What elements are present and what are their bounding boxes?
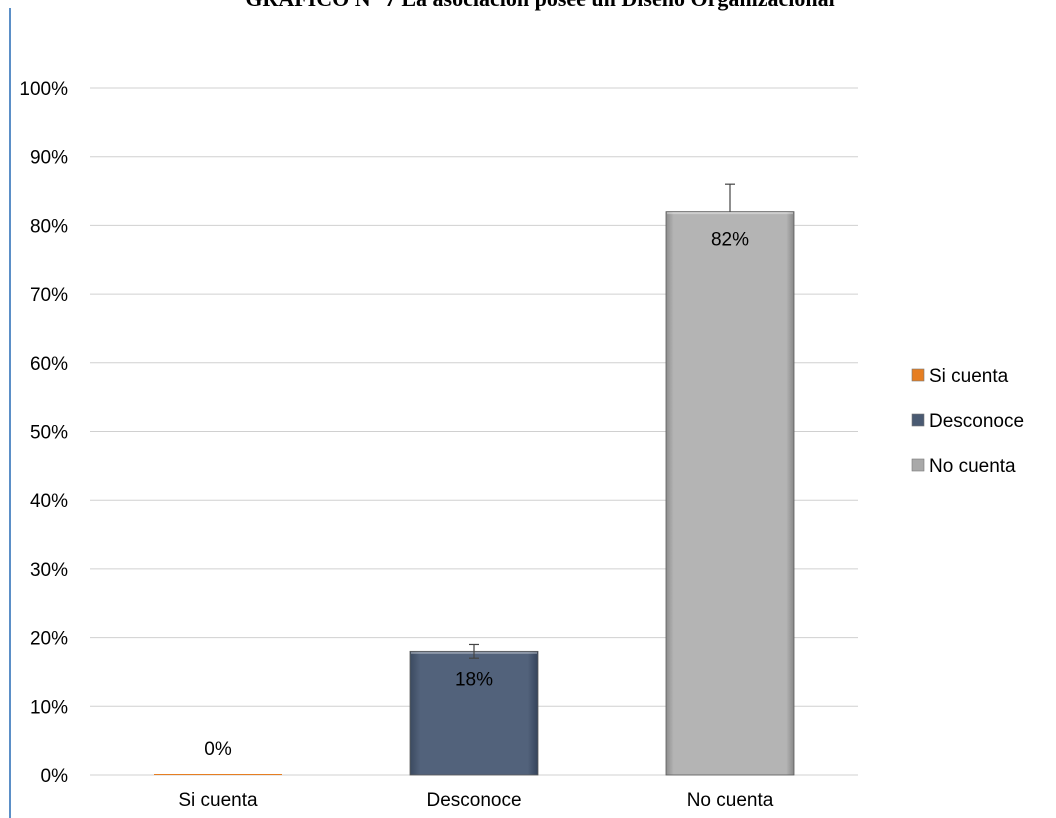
data-label: 82% xyxy=(711,230,749,251)
y-tick-label: 60% xyxy=(30,354,68,375)
y-tick-label: 10% xyxy=(30,697,68,718)
y-tick-label: 90% xyxy=(30,148,68,169)
data-label: 18% xyxy=(455,669,493,690)
legend: Si cuenta Desconoce No cuenta xyxy=(911,366,1024,477)
legend-swatch xyxy=(911,368,925,382)
chart-title: GRÁFICO N° 7 La asociación posee un Dise… xyxy=(245,0,834,11)
legend-label: No cuenta xyxy=(929,456,1016,477)
y-tick-label: 0% xyxy=(41,766,69,787)
legend-label: Desconoce xyxy=(929,411,1024,432)
y-tick-label: 40% xyxy=(30,491,68,512)
x-category-label: No cuenta xyxy=(687,790,774,811)
bar xyxy=(665,211,795,776)
bars xyxy=(154,211,795,776)
bar xyxy=(154,774,282,775)
x-axis-category-labels: Si cuenta Desconoce No cuenta xyxy=(178,790,773,811)
data-label: 0% xyxy=(204,739,232,760)
bar xyxy=(409,650,539,776)
x-category-label: Desconoce xyxy=(426,790,521,811)
legend-swatch xyxy=(911,458,925,472)
y-tick-label: 30% xyxy=(30,560,68,581)
error-bars xyxy=(469,183,735,659)
legend-swatch xyxy=(911,413,925,427)
y-tick-label: 20% xyxy=(30,629,68,650)
y-tick-label: 100% xyxy=(19,79,68,100)
data-labels: 0% 18% 82% xyxy=(204,230,749,760)
legend-label: Si cuenta xyxy=(929,366,1009,387)
y-tick-label: 70% xyxy=(30,285,68,306)
y-tick-label: 50% xyxy=(30,423,68,444)
y-axis-tick-labels: 0% 10% 20% 30% 40% 50% 60% 70% 80% 90% 100% xyxy=(19,79,68,787)
y-tick-label: 80% xyxy=(30,216,68,237)
x-category-label: Si cuenta xyxy=(178,790,258,811)
